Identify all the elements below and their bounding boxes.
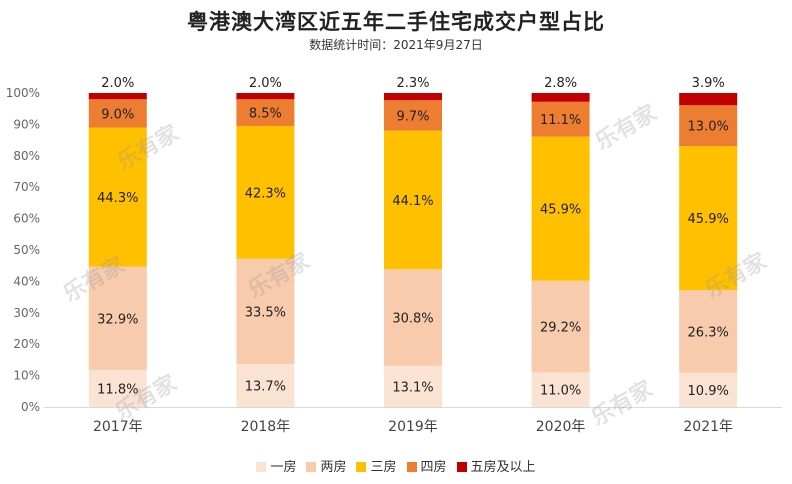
data-label: 45.9% (540, 203, 581, 218)
legend: 一房 两房 三房 四房 五房及以上 (0, 456, 792, 475)
x-tick-label: 2020年 (536, 419, 586, 435)
data-label: 10.9% (688, 384, 729, 399)
y-tick-label: 40% (13, 274, 40, 288)
data-label: 9.0% (101, 107, 134, 122)
data-label: 11.1% (540, 113, 581, 128)
bar-segment (531, 136, 590, 281)
bar-segment (236, 99, 295, 126)
legend-swatch (306, 462, 317, 472)
bar-segment (531, 93, 590, 102)
data-label: 33.5% (245, 305, 286, 320)
data-label: 11.0% (540, 384, 581, 399)
data-label: 3.9% (692, 76, 725, 91)
data-label: 9.7% (396, 109, 429, 124)
data-label: 45.9% (688, 212, 729, 227)
data-label: 44.1% (392, 194, 433, 209)
bar-segment (531, 101, 590, 137)
legend-item: 三房 (356, 456, 397, 475)
data-label: 42.3% (245, 186, 286, 201)
bar-segment (384, 130, 442, 270)
data-label: 8.5% (249, 107, 282, 122)
legend-label: 四房 (420, 460, 447, 475)
chart-title: 粤港澳大湾区近五年二手住宅成交户型占比 (187, 10, 605, 34)
bar-segment (679, 93, 738, 106)
bar-segment (88, 369, 147, 407)
x-tick-label: 2017年 (93, 419, 143, 435)
legend-item: 五房及以上 (456, 456, 536, 475)
data-label: 26.3% (688, 325, 729, 340)
legend-label: 两房 (320, 460, 347, 475)
bar-segment (236, 363, 295, 407)
data-label: 29.2% (540, 321, 581, 336)
legend-swatch (456, 462, 467, 472)
bar-segment (679, 146, 738, 291)
data-label: 44.3% (97, 191, 138, 206)
data-label: 2.3% (396, 76, 429, 91)
y-tick-label: 100% (6, 86, 40, 100)
legend-label: 一房 (270, 460, 297, 475)
bar-segment (88, 93, 147, 100)
data-label: 32.9% (97, 312, 138, 327)
chart-subtitle: 数据统计时间：2021年9月27日 (309, 38, 483, 52)
data-label: 30.8% (392, 312, 433, 327)
legend-item: 两房 (306, 456, 346, 475)
bar-segment (236, 93, 295, 100)
bar-segment (384, 365, 442, 407)
legend-label: 三房 (370, 460, 397, 475)
y-tick-label: 60% (13, 212, 40, 226)
data-label: 2.0% (249, 76, 282, 91)
y-tick-label: 0% (21, 400, 40, 414)
x-tick-label: 2019年 (388, 419, 438, 435)
bar-segment (236, 258, 295, 364)
y-tick-label: 90% (13, 117, 40, 131)
data-label: 11.8% (97, 382, 138, 397)
data-label: 13.0% (688, 120, 729, 135)
y-tick-label: 70% (13, 180, 40, 194)
bar-segment (88, 266, 147, 370)
bar-segment (384, 93, 442, 101)
data-label: 2.0% (101, 76, 134, 91)
legend-swatch (406, 462, 417, 472)
legend-item: 四房 (406, 456, 447, 475)
x-tick-label: 2021年 (683, 419, 733, 435)
y-tick-label: 30% (13, 306, 40, 320)
legend-swatch (356, 462, 367, 472)
legend-label: 五房及以上 (470, 460, 536, 475)
bar-segment (531, 372, 590, 407)
data-label: 13.7% (245, 379, 286, 394)
x-tick-label: 2018年 (241, 419, 291, 435)
y-tick-label: 10% (13, 369, 40, 383)
legend-item: 一房 (256, 456, 296, 475)
bar-segment (384, 100, 442, 131)
bar-segment (236, 125, 295, 259)
bar-segment (384, 269, 442, 366)
bar-segment (679, 105, 738, 147)
data-label: 13.1% (392, 380, 433, 395)
bar-segment (88, 99, 147, 128)
bar-segment (88, 127, 147, 267)
bar-segment (679, 372, 738, 407)
legend-swatch (256, 462, 267, 472)
bar-segment (679, 290, 738, 373)
y-tick-label: 20% (13, 337, 40, 351)
stacked-bar-chart: 0% 10% 20% 30% 40% 50% 60% 70% 80% 90% 100% 2017年 20… (6, 76, 782, 435)
bar-segment (531, 280, 590, 373)
data-label: 2.8% (544, 76, 577, 91)
y-tick-label: 50% (13, 243, 40, 257)
y-tick-label: 80% (13, 149, 40, 163)
